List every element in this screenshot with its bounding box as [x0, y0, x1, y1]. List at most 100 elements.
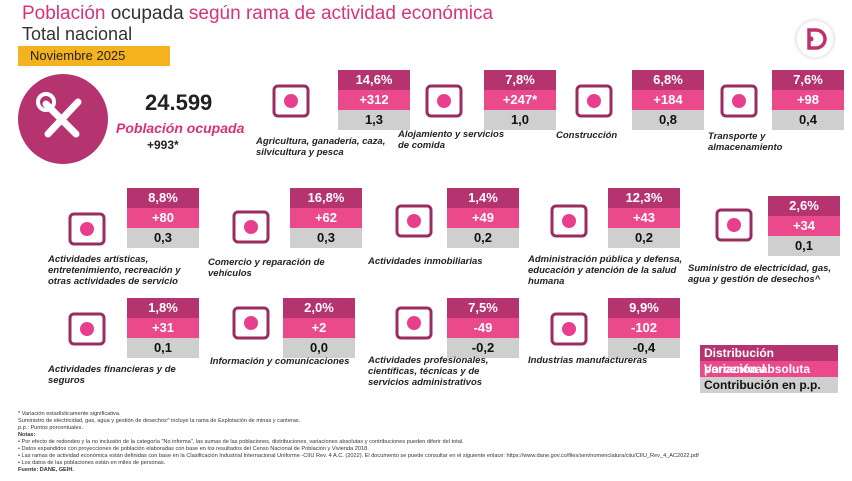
distribution: 9,9%	[608, 298, 680, 318]
value-box: 8,8% +80 0,3	[127, 188, 199, 248]
legend: Distribución porcentual Variación absolu…	[700, 345, 838, 393]
value-box: 2,6% +34 0,1	[768, 196, 840, 256]
variation: +184	[632, 90, 704, 110]
contribution: 0,3	[127, 228, 199, 248]
sector-icon	[720, 84, 758, 118]
value-box: 6,8% +184 0,8	[632, 70, 704, 130]
sector-label: Suministro de electricidad, gas, agua y …	[688, 263, 832, 285]
legend-item: Variación absoluta	[700, 361, 838, 377]
title: Población ocupada según rama de activida…	[22, 3, 493, 25]
distribution: 14,6%	[338, 70, 410, 90]
footnote: Fuente: DANE, GEIH.	[18, 467, 74, 473]
variation: +80	[127, 208, 199, 228]
footnote: • Las ramas de actividad económica están…	[18, 453, 699, 459]
sector-icon	[395, 306, 433, 340]
logo	[796, 20, 834, 58]
distribution: 16,8%	[290, 188, 362, 208]
total-label: Población ocupada	[116, 120, 245, 136]
value-box: 7,5% -49 -0,2	[447, 298, 519, 358]
variation: -49	[447, 318, 519, 338]
variation: +43	[608, 208, 680, 228]
distribution: 7,8%	[484, 70, 556, 90]
variation: +31	[127, 318, 199, 338]
distribution: 6,8%	[632, 70, 704, 90]
sector-label: Transporte y almacenamiento	[708, 131, 783, 153]
sector-icon	[550, 204, 588, 238]
contribution: 0,8	[632, 110, 704, 130]
distribution: 7,5%	[447, 298, 519, 318]
contribution: 1,3	[338, 110, 410, 130]
contribution: 0,1	[768, 236, 840, 256]
sector-icon	[715, 208, 753, 242]
sector-icon	[550, 312, 588, 346]
contribution: 0,4	[772, 110, 844, 130]
sector-label: Actividades inmobiliarias	[368, 256, 483, 267]
sector-icon	[68, 212, 106, 246]
title-part: Población	[22, 3, 106, 24]
subtitle: Total nacional	[22, 24, 133, 44]
footnote: • Datos expandidos con proyecciones de p…	[18, 446, 369, 452]
distribution: 1,8%	[127, 298, 199, 318]
sector-icon	[425, 84, 463, 118]
variation: -102	[608, 318, 680, 338]
value-box: 1,4% +49 0,2	[447, 188, 519, 248]
distribution: 1,4%	[447, 188, 519, 208]
footnote: Suministro de electricidad, gas, agua y …	[18, 418, 301, 424]
distribution: 12,3%	[608, 188, 680, 208]
sector-label: Actividades artísticas, entretenimiento,…	[48, 254, 181, 287]
sector-label: Comercio y reparación de vehículos	[208, 257, 325, 279]
variation: +49	[447, 208, 519, 228]
sector-icon	[232, 306, 270, 340]
contribution: 0,0	[283, 338, 355, 358]
contribution: 0,2	[608, 228, 680, 248]
value-box: 12,3% +43 0,2	[608, 188, 680, 248]
sector-label: Construcción	[556, 130, 618, 141]
variation: +247*	[484, 90, 556, 110]
variation: +98	[772, 90, 844, 110]
value-box: 1,8% +31 0,1	[127, 298, 199, 358]
variation: +312	[338, 90, 410, 110]
legend-item: Contribución en p.p.	[700, 377, 838, 393]
footnote: • Los datos de las poblaciones están en …	[18, 460, 166, 466]
sector-icon	[232, 210, 270, 244]
value-box: 2,0% +2 0,0	[283, 298, 355, 358]
sector-icon	[395, 204, 433, 238]
value-box: 9,9% -102 -0,4	[608, 298, 680, 358]
total-variation: +993*	[147, 138, 179, 152]
sector-icon	[68, 312, 106, 346]
sector-icon	[272, 84, 310, 118]
footnote: Notas:	[18, 432, 36, 438]
contribution: 1,0	[484, 110, 556, 130]
distribution: 7,6%	[772, 70, 844, 90]
variation: +62	[290, 208, 362, 228]
footnote: • Por efecto de redondeo y la no inclusi…	[18, 439, 464, 445]
tools-icon	[18, 74, 108, 164]
sector-label: Industrias manufactureras	[528, 355, 648, 366]
distribution: 2,6%	[768, 196, 840, 216]
sector-label: Actividades financieras y de seguros	[48, 364, 176, 386]
distribution: 8,8%	[127, 188, 199, 208]
value-box: 16,8% +62 0,3	[290, 188, 362, 248]
distribution: 2,0%	[283, 298, 355, 318]
variation: +34	[768, 216, 840, 236]
title-part: según rama de actividad económica	[188, 3, 494, 24]
sector-label: Administración pública y defensa, educac…	[528, 254, 683, 287]
contribution: -0,4	[608, 338, 680, 358]
legend-item: Distribución porcentual	[700, 345, 838, 376]
variation: +2	[283, 318, 355, 338]
contribution: -0,2	[447, 338, 519, 358]
sector-label: Información y comunicaciones	[210, 356, 350, 367]
footnote: * Variación estadísticamente significati…	[18, 411, 121, 417]
footnote: p.p.: Puntos porcentuales.	[18, 425, 83, 431]
total-value: 24.599	[145, 90, 213, 115]
sector-label: Alojamiento y servicios de comida	[398, 129, 505, 151]
contribution: 0,2	[447, 228, 519, 248]
sector-label: Agricultura, ganadería, caza, silvicultu…	[256, 136, 386, 158]
footnotes: * Variación estadísticamente significati…	[18, 411, 838, 474]
value-box: 14,6% +312 1,3	[338, 70, 410, 130]
value-box: 7,6% +98 0,4	[772, 70, 844, 130]
title-part: ocupada	[110, 3, 184, 24]
date-badge: Noviembre 2025	[18, 46, 170, 66]
